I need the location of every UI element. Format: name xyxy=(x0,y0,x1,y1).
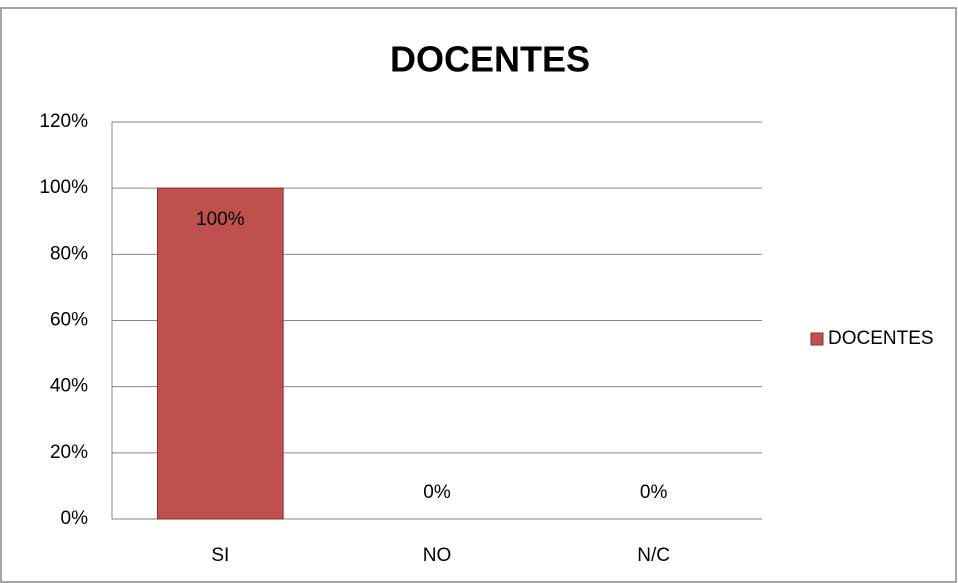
data-label: 0% xyxy=(423,482,451,503)
legend-label: DOCENTES xyxy=(828,328,934,349)
x-tick-label: SI xyxy=(211,545,229,566)
data-label: 0% xyxy=(640,482,668,503)
y-tick-label: 20% xyxy=(50,442,88,463)
x-tick-label: NO xyxy=(423,545,452,566)
bar xyxy=(157,187,284,520)
y-tick-label: 40% xyxy=(50,376,88,397)
chart-title: DOCENTES xyxy=(390,39,590,80)
y-tick-label: 80% xyxy=(50,243,88,264)
data-label: 100% xyxy=(196,209,245,230)
chart-frame xyxy=(0,7,957,583)
y-tick-label: 100% xyxy=(39,177,88,198)
legend-swatch xyxy=(810,332,824,346)
y-tick-label: 60% xyxy=(50,310,88,331)
x-tick-label: N/C xyxy=(637,545,670,566)
y-tick-label: 0% xyxy=(61,508,89,529)
y-tick-label: 120% xyxy=(39,111,88,132)
